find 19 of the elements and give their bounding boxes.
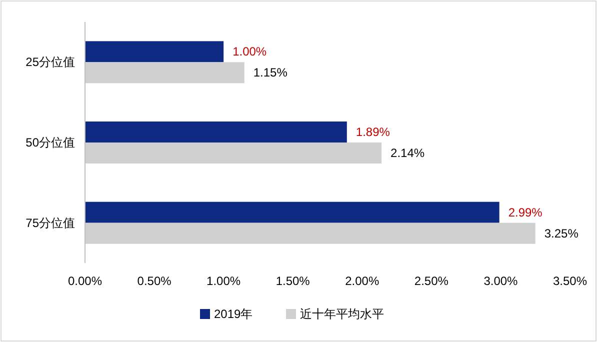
x-tick-label: 3.00% <box>484 274 518 288</box>
x-tick-label: 1.50% <box>276 274 310 288</box>
data-label: 2.14% <box>390 146 425 160</box>
data-label: 1.15% <box>253 66 288 80</box>
data-label: 2.99% <box>508 205 543 220</box>
y-tick-label: 75分位值 <box>26 216 75 230</box>
x-tick-label: 1.00% <box>206 274 241 288</box>
legend-label: 2019年 <box>214 307 253 321</box>
data-label: 1.89% <box>356 125 390 139</box>
x-tick-label: 2.00% <box>345 274 380 288</box>
x-tick-label: 3.50% <box>552 274 588 288</box>
x-tick-label: 2.50% <box>414 274 449 288</box>
x-tick-label: 0.50% <box>137 274 172 288</box>
y-tick-label: 50分位值 <box>26 136 75 150</box>
data-label: 1.00% <box>232 44 267 59</box>
x-tick-label: 0.00% <box>68 274 102 288</box>
y-tick-label: 25分位值 <box>26 55 75 70</box>
data-label: 3.25% <box>544 226 579 240</box>
legend-label: 近十年平均水平 <box>300 307 384 321</box>
